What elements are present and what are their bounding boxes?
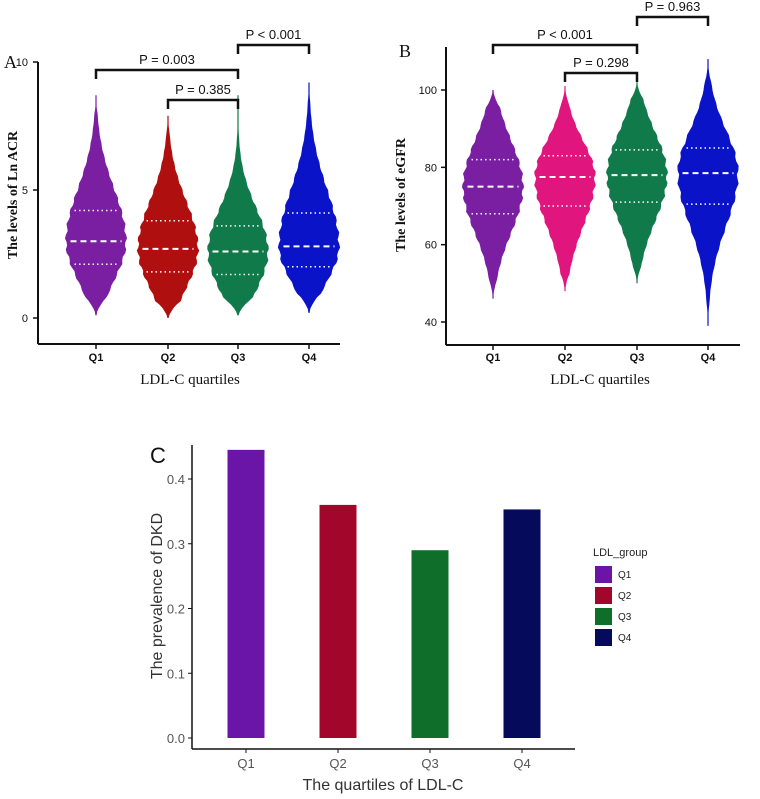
comparison-bracket: P = 0.298 [565, 55, 637, 82]
y-tick-label: 60 [425, 240, 437, 252]
bracket-line [637, 17, 708, 26]
legend-swatch [595, 608, 612, 625]
legend-swatch [595, 629, 612, 646]
x-tick-label: Q3 [630, 352, 645, 364]
p-value-label: P = 0.298 [573, 55, 629, 70]
y-tick-label: 10 [16, 57, 28, 69]
legend-label: Q4 [618, 633, 632, 644]
p-value-label: P = 0.385 [175, 82, 231, 97]
x-tick-label: Q4 [513, 756, 530, 771]
bar-q2 [320, 505, 357, 738]
x-tick-label: Q4 [302, 352, 318, 364]
violin-q2 [534, 86, 596, 291]
x-tick-label: Q1 [237, 756, 254, 771]
y-tick-label: 0.3 [167, 537, 185, 552]
violin-q3 [207, 95, 268, 315]
comparison-bracket: P < 0.001 [238, 27, 309, 54]
y-tick-label: 40 [425, 317, 437, 329]
x-tick-label: Q1 [486, 352, 501, 364]
legend: LDL_group Q1 Q2 Q3 Q4 [593, 547, 647, 646]
panel-c: C 0.0 0.1 0.2 0.3 0.4 Q1 Q2 Q3 Q4 The quartiles of… [149, 443, 647, 794]
y-tick-label: 0.4 [167, 472, 185, 487]
bracket-line [565, 73, 637, 82]
bracket-line [96, 70, 238, 79]
p-value-label: P < 0.001 [246, 27, 302, 42]
legend-swatch [595, 566, 612, 583]
y-tick-label: 0.1 [167, 666, 185, 681]
x-tick-label: Q1 [89, 352, 104, 364]
violin-q4 [278, 83, 340, 313]
y-tick-label: 80 [425, 162, 437, 174]
y-axis-label: The prevalence of DKD [149, 513, 166, 679]
x-tick-label: Q3 [421, 756, 438, 771]
comparison-bracket: P < 0.001 [493, 27, 637, 54]
p-value-label: P = 0.003 [139, 52, 195, 67]
bar-q4 [504, 509, 541, 738]
violin-q1 [65, 95, 127, 315]
figure: A0510Q1 Q2 Q3 Q4LDL-C quartilesThe levels o… [0, 0, 760, 799]
y-tick-label: 100 [419, 85, 437, 97]
legend-label: Q2 [618, 591, 632, 602]
y-tick-label: 0 [22, 313, 28, 325]
bracket-line [238, 45, 309, 54]
x-tick-label: Q3 [231, 352, 246, 364]
violin-q4 [677, 59, 738, 326]
comparison-bracket: P = 0.003 [96, 52, 238, 79]
panel-letter: C [150, 443, 166, 468]
comparison-bracket: P = 0.963 [637, 0, 708, 26]
y-tick-label: 5 [22, 185, 28, 197]
x-axis-label: LDL-C quartiles [550, 372, 650, 388]
panel-b: B 40 60 80 100 Q1 Q2 Q3 Q4 LDL-C quartiles The lev… [394, 0, 740, 388]
bar-q1 [228, 450, 265, 738]
panel-letter: B [399, 41, 411, 61]
comparison-bracket: P = 0.385 [168, 82, 238, 109]
violin-q3 [606, 82, 668, 283]
violin-q2 [137, 116, 199, 318]
bracket-line [168, 100, 238, 109]
x-tick-label: Q4 [701, 352, 717, 364]
bracket-line [493, 45, 637, 54]
x-tick-label: Q2 [558, 352, 573, 364]
violin-q1 [462, 90, 524, 299]
x-tick-label: Q2 [329, 756, 346, 771]
x-axis-label: LDL-C quartiles [140, 372, 240, 388]
bar-q3 [412, 550, 449, 738]
y-tick-label: 0.0 [167, 731, 185, 746]
y-axis-label: The levels of eGFR [394, 137, 409, 252]
y-tick-label: 0.2 [167, 602, 185, 617]
legend-label: Q3 [618, 612, 632, 623]
p-value-label: P < 0.001 [537, 27, 593, 42]
legend-title: LDL_group [593, 547, 647, 559]
x-tick-label: Q2 [161, 352, 176, 364]
legend-swatch [595, 587, 612, 604]
x-axis-label: The quartiles of LDL-C [303, 777, 464, 794]
legend-label: Q1 [618, 570, 632, 581]
p-value-label: P = 0.963 [645, 0, 701, 14]
y-axis-label: The levels of Ln ACR [6, 130, 21, 259]
